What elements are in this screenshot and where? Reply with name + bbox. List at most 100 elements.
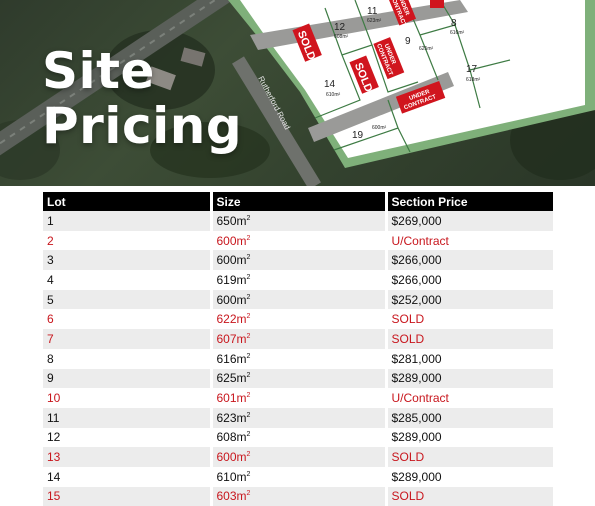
unit-superscript: 2 <box>246 313 251 321</box>
map-lot-12: 12 <box>334 22 346 33</box>
map-lot-9: 9 <box>405 36 411 47</box>
map-lot-14-size: 610m² <box>326 92 341 98</box>
price-cell: $266,000 <box>386 250 553 271</box>
column-header-lot: Lot <box>43 192 213 211</box>
table-row: 8 616m2 $281,000 <box>43 348 553 369</box>
column-header-price: Section Price <box>386 192 553 211</box>
table-row: 15 603m2 SOLD <box>43 486 553 506</box>
size-cell: 625m2 <box>211 368 388 389</box>
size-value: 623m <box>216 410 247 425</box>
size-value: 650m <box>216 213 247 228</box>
size-value: 600m <box>216 233 247 248</box>
map-lot-11-size: 623m² <box>367 18 382 24</box>
table-row: 6 622m2 SOLD <box>43 309 553 330</box>
price-cell: $281,000 <box>386 348 553 369</box>
lot-cell: 12 <box>43 427 213 448</box>
column-header-size: Size <box>211 192 388 211</box>
table-row: 3 600m2 $266,000 <box>43 250 553 271</box>
size-value: 600m <box>216 450 247 465</box>
unit-superscript: 2 <box>246 451 251 459</box>
price-cell: $289,000 <box>386 427 553 448</box>
table-row: 9 625m2 $289,000 <box>43 368 553 389</box>
unit-superscript: 2 <box>246 411 251 419</box>
size-value: 619m <box>216 272 247 287</box>
unit-superscript: 2 <box>246 392 251 400</box>
size-cell: 616m2 <box>211 348 388 369</box>
lot-cell: 15 <box>43 486 213 506</box>
lot-cell: 6 <box>43 309 213 330</box>
site-plan-map: Rutherford Road 12 608m² 11 <box>0 0 595 186</box>
table-row: 4 619m2 $266,000 <box>43 270 553 290</box>
price-cell: $252,000 <box>386 289 553 310</box>
size-cell: 600m2 <box>211 289 388 310</box>
table-header-row: Lot Size Section Price <box>43 192 553 211</box>
price-cell: $289,000 <box>386 368 553 389</box>
lot-cell: 14 <box>43 466 213 487</box>
lot-cell: 8 <box>43 348 213 369</box>
map-lot-17-size: 618m² <box>466 77 481 83</box>
unit-superscript: 2 <box>246 293 251 301</box>
unit-superscript: 2 <box>246 490 251 498</box>
table-row: 12 608m2 $289,000 <box>43 427 553 448</box>
size-cell: 601m2 <box>211 388 388 408</box>
price-cell: U/Contract <box>386 388 553 408</box>
price-cell: SOLD <box>386 447 553 467</box>
unit-superscript: 2 <box>246 352 251 360</box>
size-cell: 600m2 <box>211 447 388 467</box>
price-cell: $266,000 <box>386 270 553 290</box>
unit-superscript: 2 <box>246 431 251 439</box>
unit-superscript: 2 <box>246 254 251 262</box>
pricing-table: Lot Size Section Price 1 650m2 $269,000 2 60… <box>43 192 553 506</box>
size-value: 601m <box>216 391 247 406</box>
table-row: 11 623m2 $285,000 <box>43 407 553 428</box>
lot-cell: 13 <box>43 447 213 467</box>
table-row: 10 601m2 U/Contract <box>43 388 553 408</box>
size-value: 603m <box>216 489 247 504</box>
map-lot-12-size: 608m² <box>334 34 349 40</box>
map-lot-17: 17 <box>466 64 478 75</box>
price-cell: SOLD <box>386 486 553 506</box>
size-value: 600m <box>216 292 247 307</box>
size-value: 616m <box>216 351 247 366</box>
lot-cell: 10 <box>43 388 213 408</box>
price-cell: $289,000 <box>386 466 553 487</box>
table-row: 13 600m2 SOLD <box>43 447 553 467</box>
size-cell: 622m2 <box>211 309 388 330</box>
price-cell: $285,000 <box>386 407 553 428</box>
lot-cell: 11 <box>43 407 213 428</box>
lot-cell: 3 <box>43 250 213 271</box>
size-value: 622m <box>216 312 247 327</box>
size-cell: 603m2 <box>211 486 388 506</box>
size-cell: 600m2 <box>211 230 388 251</box>
size-value: 607m <box>216 331 247 346</box>
size-cell: 608m2 <box>211 427 388 448</box>
hero-aerial-map: Rutherford Road 12 608m² 11 <box>0 0 595 186</box>
map-lot-14: 14 <box>324 79 336 90</box>
table-row: 2 600m2 U/Contract <box>43 230 553 251</box>
title-line-1: Site <box>42 42 155 100</box>
unit-superscript: 2 <box>246 332 251 340</box>
unit-superscript: 2 <box>246 214 251 222</box>
under-contract-badge: UNDER CONTRACT <box>395 80 446 114</box>
pricing-table-container: Lot Size Section Price 1 650m2 $269,000 2 60… <box>43 192 553 506</box>
size-value: 610m <box>216 469 247 484</box>
lot-cell: 5 <box>43 289 213 310</box>
price-cell: SOLD <box>386 329 553 349</box>
table-body: 1 650m2 $269,000 2 600m2 U/Contract 3 600m2 $266… <box>43 211 553 506</box>
lot-cell: 4 <box>43 270 213 290</box>
size-value: 600m <box>216 253 247 268</box>
unit-superscript: 2 <box>246 470 251 478</box>
unit-superscript: 2 <box>246 372 251 380</box>
price-cell: $269,000 <box>386 211 553 231</box>
map-lot-19: 19 <box>352 130 364 141</box>
size-cell: 610m2 <box>211 466 388 487</box>
size-cell: 600m2 <box>211 250 388 271</box>
table-row: 7 607m2 SOLD <box>43 329 553 349</box>
lot-cell: 1 <box>43 211 213 231</box>
unit-superscript: 2 <box>246 273 251 281</box>
map-lot-8-size: 616m² <box>450 30 465 36</box>
table-row: 1 650m2 $269,000 <box>43 211 553 231</box>
lot-cell: 7 <box>43 329 213 349</box>
partial-badge <box>430 0 444 8</box>
map-lot-11: 11 <box>367 6 378 17</box>
